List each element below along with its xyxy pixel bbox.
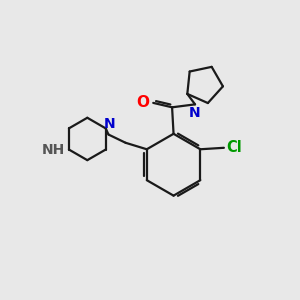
Text: N: N <box>103 117 115 131</box>
Text: NH: NH <box>42 142 65 157</box>
Text: O: O <box>136 95 149 110</box>
Text: Cl: Cl <box>226 140 242 155</box>
Text: N: N <box>189 106 201 120</box>
